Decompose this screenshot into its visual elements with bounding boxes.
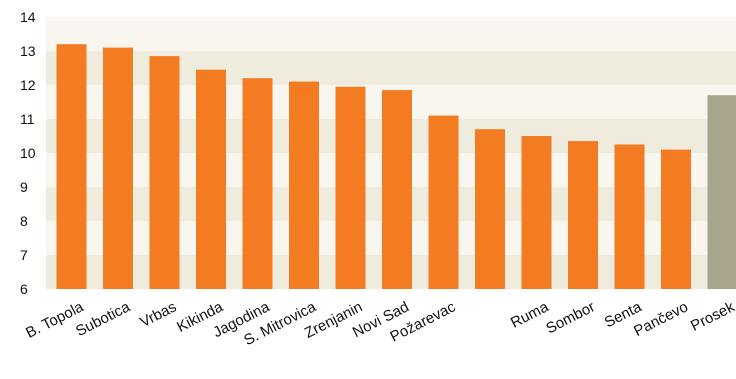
x-tick-label: Vrbas bbox=[137, 298, 179, 331]
bar bbox=[150, 56, 180, 289]
y-tick-label: 7 bbox=[20, 247, 28, 263]
y-tick-label: 11 bbox=[20, 111, 35, 127]
bar bbox=[429, 116, 459, 289]
bar bbox=[568, 141, 598, 289]
x-tick-label: Pančevo bbox=[631, 298, 691, 340]
bar bbox=[708, 95, 736, 289]
bar bbox=[661, 150, 691, 289]
y-tick-label: 8 bbox=[20, 213, 28, 229]
y-tick-label: 10 bbox=[20, 145, 36, 161]
bar bbox=[57, 44, 87, 289]
y-tick-label: 12 bbox=[20, 77, 36, 93]
y-tick-label: 9 bbox=[20, 179, 28, 195]
x-tick-label: Subotica bbox=[73, 298, 133, 340]
x-tick-label: Sombor bbox=[543, 298, 598, 337]
bar bbox=[475, 129, 505, 289]
grid-band bbox=[46, 17, 736, 51]
y-tick-label: 6 bbox=[20, 281, 28, 297]
bar bbox=[382, 90, 412, 289]
bar bbox=[289, 82, 319, 289]
bar bbox=[103, 48, 133, 289]
bar bbox=[243, 78, 273, 289]
y-tick-label: 13 bbox=[20, 43, 36, 59]
bar bbox=[336, 87, 366, 289]
bar bbox=[615, 145, 645, 290]
y-axis: 6 7 8 9 10 11 12 13 14 bbox=[20, 9, 36, 297]
y-tick-label: 14 bbox=[20, 9, 36, 25]
bar bbox=[522, 136, 552, 289]
x-tick-label: Prosek bbox=[688, 298, 736, 335]
bar bbox=[196, 70, 226, 289]
